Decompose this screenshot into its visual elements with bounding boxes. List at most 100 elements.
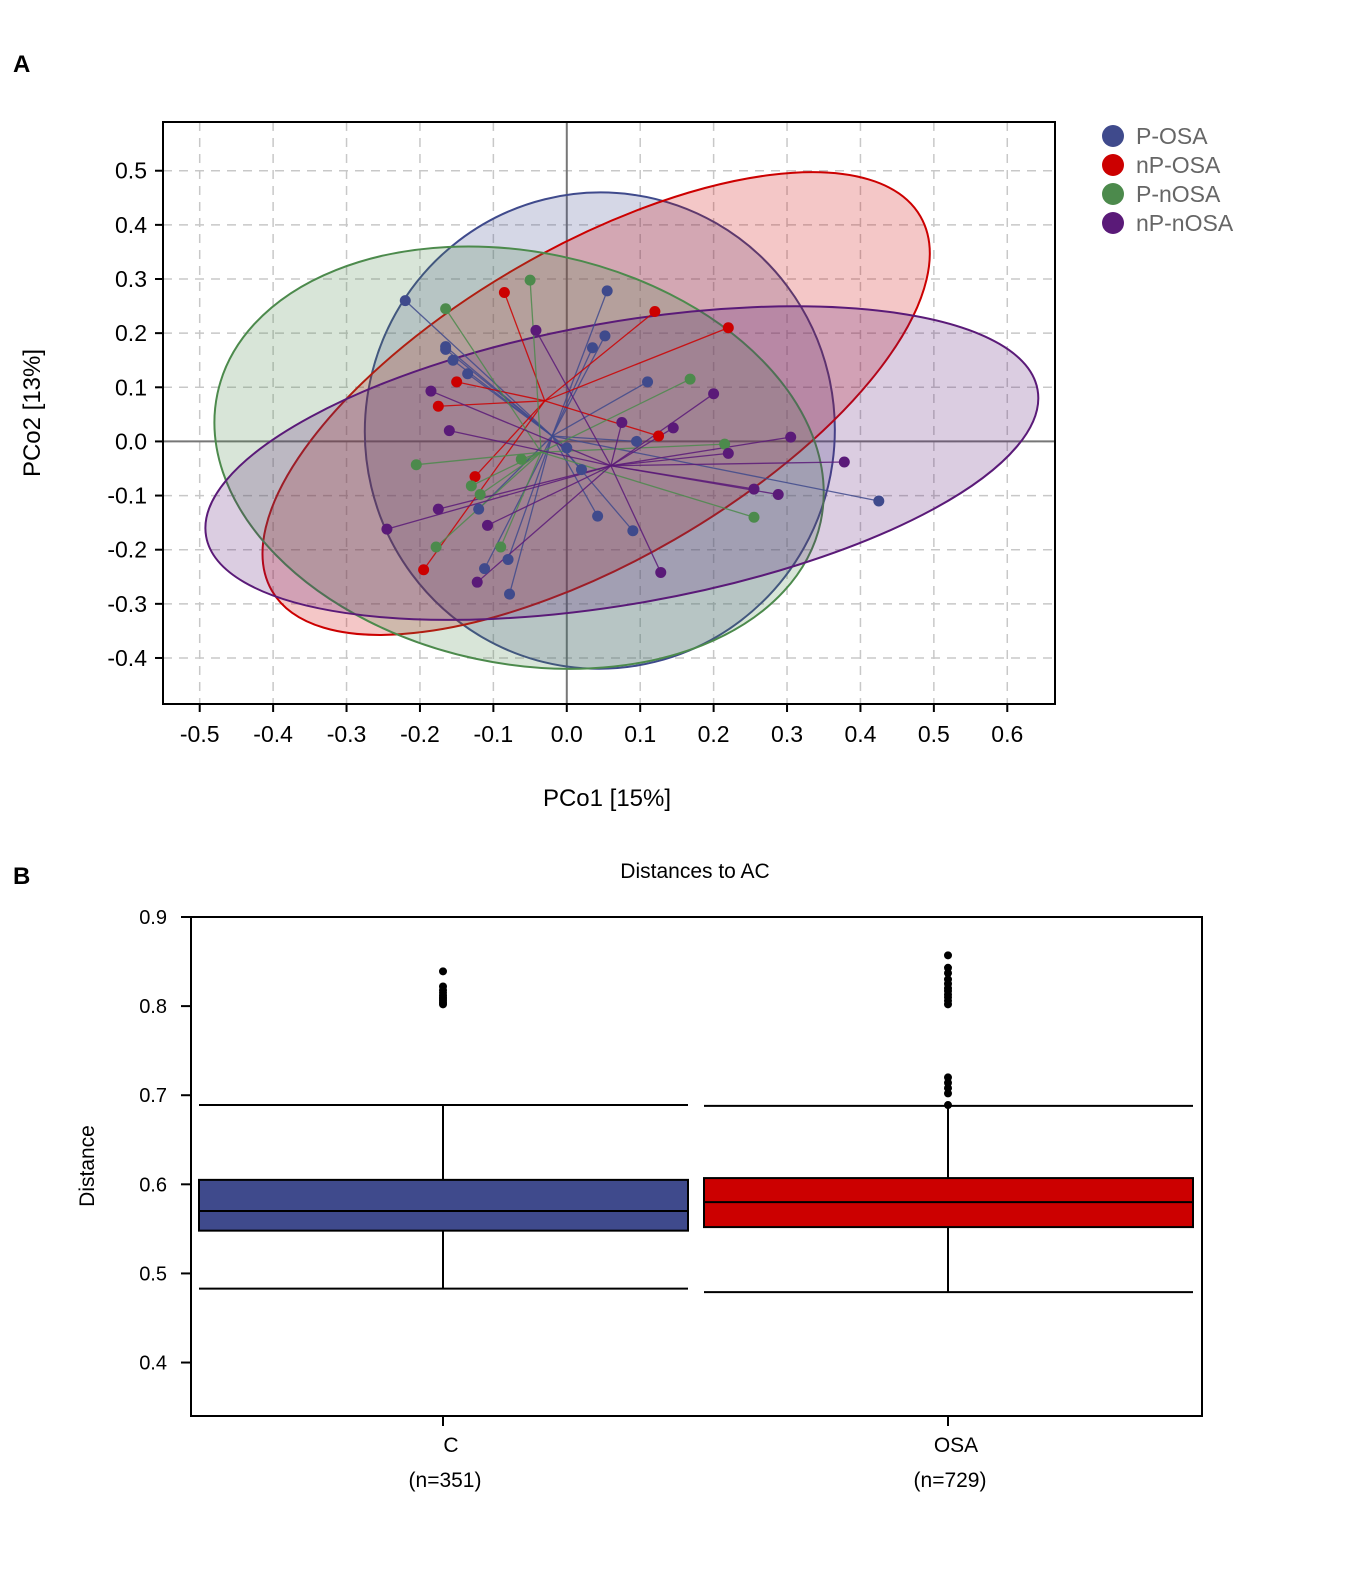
point-nP-OSA-6: [469, 471, 481, 483]
segment-nP-nOSA-1: [430, 390, 612, 467]
legend-marker-nP-OSA: [1102, 154, 1124, 176]
point-nP-nOSA-0: [530, 324, 542, 336]
box-C: [198, 1178, 689, 1232]
boxplot-x-axis: C (n=351) OSA (n=729): [409, 1416, 987, 1492]
outlier-C-0: [439, 967, 447, 976]
x-tick-label-6: 0.1: [624, 721, 656, 747]
x-tick-label-8: 0.3: [771, 721, 803, 747]
segment-nP-nOSA-4: [610, 422, 623, 466]
point-P-nOSA-1: [440, 303, 452, 315]
point-P-OSA-5: [601, 285, 613, 297]
point-P-OSA-2: [440, 343, 452, 355]
pcoa-zero-lines: [163, 122, 1055, 704]
x-tick-label-9: 0.4: [844, 721, 876, 747]
point-P-OSA-9: [631, 435, 643, 447]
point-P-OSA-12: [592, 510, 604, 522]
ellipse-P-OSA: [363, 191, 836, 670]
pcoa-y-axis-label: PCo2 [13%]: [19, 349, 46, 477]
x-tick-label-7: 0.2: [698, 721, 730, 747]
distance-boxplot: Distances to AC 0.9 0.8 0.7 0.6 0.5 0.4 C (n=3…: [76, 860, 1203, 1492]
outlier-OSA-2: [944, 969, 952, 978]
x-tick-label-0: -0.5: [180, 721, 220, 747]
box-y-tick-label-3: 0.6: [139, 1174, 167, 1196]
point-nP-nOSA-15: [471, 576, 483, 588]
category-count-OSA: (n=729): [914, 1469, 987, 1492]
y-tick-label-4: 0.1: [115, 374, 147, 400]
point-P-nOSA-3: [719, 438, 731, 450]
point-nP-nOSA-9: [748, 483, 760, 495]
segment-nP-nOSA-0: [535, 330, 612, 467]
box-y-tick-label-5: 0.4: [139, 1353, 167, 1375]
box-y-tick-label-2: 0.7: [139, 1085, 167, 1107]
point-P-OSA-7: [586, 342, 598, 354]
point-nP-nOSA-14: [655, 566, 667, 578]
point-P-nOSA-4: [410, 459, 422, 471]
point-nP-OSA-0: [498, 287, 510, 299]
x-tick-label-4: -0.1: [474, 721, 514, 747]
y-tick-label-5: 0.0: [115, 428, 147, 454]
point-P-OSA-13: [627, 525, 639, 537]
segment-P-OSA-5: [551, 290, 608, 437]
segment-P-nOSA-1: [445, 308, 542, 453]
outlier-OSA-15: [944, 1101, 952, 1110]
point-nP-nOSA-10: [772, 488, 784, 500]
segment-nP-nOSA-6: [610, 436, 791, 467]
segment-nP-nOSA-13: [386, 465, 612, 530]
box-y-tick-label-1: 0.8: [139, 996, 167, 1018]
segment-P-nOSA-3: [541, 443, 725, 453]
point-P-OSA-15: [502, 553, 514, 565]
segment-nP-OSA-2: [544, 327, 729, 402]
y-tick-label-7: -0.2: [107, 537, 147, 563]
point-P-OSA-18: [873, 495, 885, 507]
outlier-OSA-0: [944, 951, 952, 960]
y-tick-label-8: -0.3: [107, 591, 147, 617]
pcoa-x-axis: -0.5 -0.4 -0.3 -0.2 -0.1 0.0 0.1 0.2 0.3 0.4 0.5 0.…: [180, 704, 1023, 747]
segment-P-OSA-17: [508, 435, 553, 595]
point-nP-OSA-5: [653, 430, 665, 442]
box-y-tick-label-4: 0.5: [139, 1263, 167, 1285]
pcoa-y-axis: 0.5 0.4 0.3 0.2 0.1 0.0 -0.1 -0.2 -0.3 -0.4: [107, 158, 163, 671]
y-tick-label-3: 0.2: [115, 320, 147, 346]
panel-b-label: B: [13, 863, 30, 890]
x-tick-label-5: 0.0: [551, 721, 583, 747]
segment-nP-OSA-4: [438, 400, 545, 407]
boxplot-boxes: [198, 951, 1194, 1294]
point-P-nOSA-2: [684, 373, 696, 385]
point-nP-OSA-3: [451, 376, 463, 388]
segment-P-OSA-0: [404, 300, 553, 437]
point-P-nOSA-0: [524, 274, 536, 286]
segment-P-nOSA-6: [471, 451, 542, 487]
legend-marker-P-OSA: [1102, 125, 1124, 147]
point-nP-nOSA-13: [381, 523, 393, 535]
segment-P-nOSA-9: [435, 451, 542, 548]
boxplot-frame: [190, 916, 1203, 1417]
point-nP-nOSA-2: [443, 425, 455, 437]
point-nP-OSA-4: [432, 400, 444, 412]
pcoa-points: [381, 274, 885, 600]
point-nP-nOSA-3: [708, 388, 720, 400]
segment-P-OSA-15: [507, 435, 553, 560]
point-P-nOSA-6: [465, 480, 477, 492]
point-nP-nOSA-11: [432, 503, 444, 515]
point-P-nOSA-5: [515, 453, 527, 465]
box-y-tick-label-0: 0.9: [139, 907, 167, 929]
point-P-OSA-14: [473, 503, 485, 515]
point-nP-nOSA-4: [616, 416, 628, 428]
segment-P-OSA-9: [552, 435, 637, 443]
segment-nP-nOSA-15: [476, 465, 612, 583]
segment-P-OSA-2: [445, 348, 553, 437]
point-P-OSA-17: [504, 588, 516, 600]
point-nP-nOSA-1: [425, 385, 437, 397]
pcoa-chart: -0.5 -0.4 -0.3 -0.2 -0.1 0.0 0.1 0.2 0.3 0.4 0.5 0.…: [19, 121, 1234, 812]
point-nP-OSA-2: [722, 322, 734, 334]
x-tick-label-10: 0.5: [918, 721, 950, 747]
panel-a-label: A: [13, 51, 30, 78]
point-nP-OSA-1: [649, 305, 661, 317]
segment-nP-OSA-0: [503, 292, 546, 402]
x-tick-label-11: 0.6: [991, 721, 1023, 747]
point-P-OSA-16: [479, 563, 491, 575]
point-nP-nOSA-12: [481, 519, 493, 531]
segment-P-OSA-7: [551, 347, 594, 437]
outlier-OSA-10: [944, 1000, 952, 1009]
